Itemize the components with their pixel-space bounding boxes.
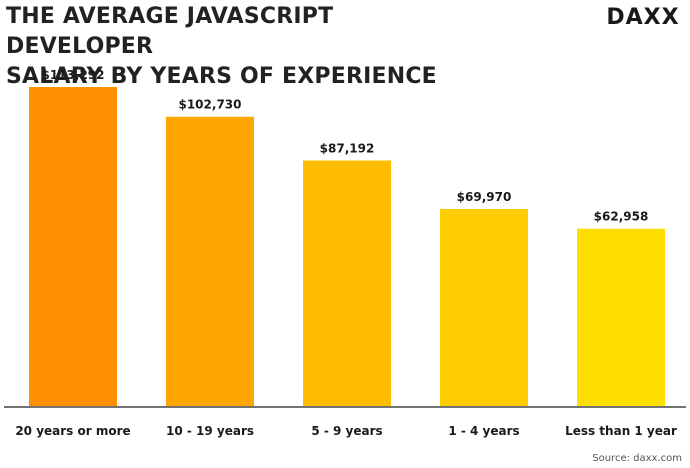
category-label: 10 - 19 years (166, 424, 254, 438)
bar-value-label: $69,970 (457, 190, 512, 204)
category-label: 5 - 9 years (311, 424, 382, 438)
bar (440, 208, 528, 406)
bar-value-label: $87,192 (320, 141, 375, 155)
category-label: 20 years or more (15, 424, 130, 438)
logo-text: DAXX (606, 5, 679, 30)
bar (166, 116, 254, 406)
category-label: 1 - 4 years (448, 424, 519, 438)
title-line-2: SALARY BY YEARS OF EXPERIENCE (6, 64, 437, 89)
bar (577, 228, 665, 406)
bar-value-label: $62,958 (594, 210, 649, 224)
bar-value-label: $102,730 (178, 98, 241, 112)
daxx-logo: DAXX (606, 5, 679, 30)
category-label: Less than 1 year (565, 424, 677, 438)
bar-value-label: $113,292 (41, 68, 104, 82)
source-note: Source: daxx.com (592, 453, 682, 464)
chart-title: THE AVERAGE JAVASCRIPT DEVELOPER SALARY … (6, 2, 476, 92)
title-line-1: THE AVERAGE JAVASCRIPT DEVELOPER (6, 4, 334, 59)
bar (29, 87, 117, 406)
bar (303, 160, 391, 406)
